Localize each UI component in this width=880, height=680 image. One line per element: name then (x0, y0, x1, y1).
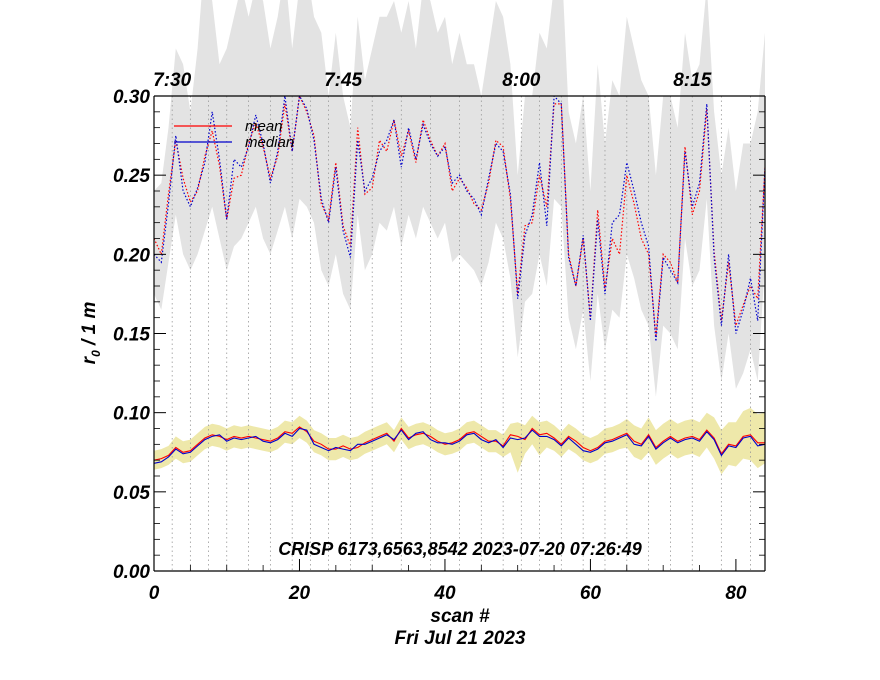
y-tick-label-3: 0.15 (113, 325, 150, 346)
y-axis-label-unit: / 1 m (79, 302, 100, 351)
top-time-label-3: 8:15 (673, 70, 711, 91)
data-series (154, 96, 765, 464)
axis-ticks: 0.00 0.05 0.10 0.15 0.20 0.25 0.30 0 20 40 60 80 7:3… (113, 70, 765, 604)
y-axis-label-main: r (79, 355, 100, 364)
y-tick-label-0: 0.00 (113, 562, 150, 583)
y-tick-label-4: 0.20 (113, 245, 150, 266)
y-axis-label: r0 / 1 m (79, 302, 103, 365)
top-time-label-0: 7:30 (153, 70, 191, 91)
y-tick-label-2: 0.10 (113, 404, 150, 425)
legend-label-mean: mean (245, 118, 283, 135)
x-tick-label-4: 80 (725, 583, 747, 604)
y-tick-label-1: 0.05 (113, 483, 150, 504)
series-mean-lower (154, 426, 765, 461)
x-tick-label-3: 60 (580, 583, 602, 604)
x-tick-label-1: 20 (288, 583, 311, 604)
x-tick-label-0: 0 (149, 583, 160, 604)
series-mean-upper (154, 96, 765, 337)
x-axis-label: scan # (430, 606, 490, 627)
y-tick-label-5: 0.25 (113, 166, 150, 187)
top-time-label-1: 7:45 (324, 70, 362, 91)
upper-spread-band (154, 0, 765, 397)
band-upper (154, 0, 765, 397)
y-axis-label-subscript: 0 (89, 350, 103, 357)
x-axis-date-label: Fri Jul 21 2023 (395, 628, 526, 649)
series-median-upper (154, 96, 765, 342)
x-tick-label-2: 40 (433, 583, 456, 604)
y-tick-label-6: 0.30 (113, 87, 150, 108)
legend-label-median: median (245, 134, 294, 151)
observation-annotation: CRISP 6173,6563,8542 2023-07-20 07:26:49 (278, 539, 642, 559)
series-median-lower (154, 427, 765, 464)
top-time-label-2: 8:00 (502, 70, 540, 91)
